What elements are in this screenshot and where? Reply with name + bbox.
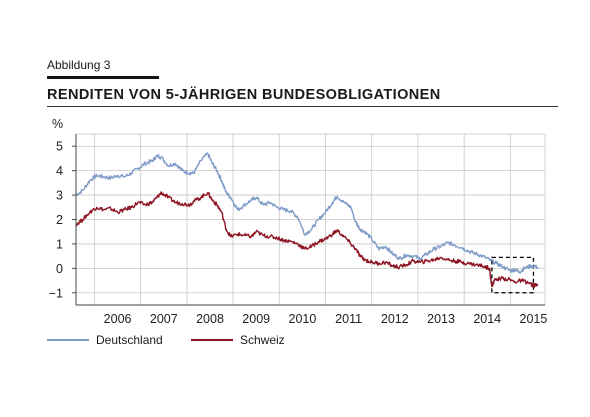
x-tick-label: 2012 xyxy=(381,312,409,326)
legend-label-schweiz: Schweiz xyxy=(240,333,285,347)
highlight-box-layer xyxy=(491,256,535,294)
series-line-deutschland xyxy=(75,152,539,274)
x-tick-label: 2014 xyxy=(473,312,501,326)
x-tick-label: 2007 xyxy=(150,312,178,326)
y-tick-label: 1 xyxy=(56,237,63,251)
legend-swatch-deutschland xyxy=(47,339,89,341)
figure-label-rule xyxy=(47,76,159,79)
legend-swatch-schweiz xyxy=(191,339,233,341)
x-tick-label: 2015 xyxy=(520,312,548,326)
x-tick-label: 2013 xyxy=(427,312,455,326)
legend-label-deutschland: Deutschland xyxy=(96,333,163,347)
x-tick-label: 2006 xyxy=(104,312,132,326)
highlight-box xyxy=(491,256,535,294)
legend-item-deutschland: Deutschland xyxy=(47,333,163,347)
x-tick-label: 2009 xyxy=(242,312,270,326)
y-tick-label: −1 xyxy=(49,286,63,300)
y-tick-label: 0 xyxy=(56,262,63,276)
figure-label: Abbildung 3 xyxy=(47,58,111,72)
series-lines xyxy=(75,152,539,288)
y-tick-label: 5 xyxy=(56,140,63,154)
title-rule xyxy=(47,106,558,107)
grid xyxy=(76,133,546,305)
y-tick-label: 3 xyxy=(56,189,63,203)
legend-item-schweiz: Schweiz xyxy=(191,333,285,347)
y-tick-label: 4 xyxy=(56,164,63,178)
chart-title: RENDITEN VON 5-JÄHRIGEN BUNDESOBLIGATION… xyxy=(47,87,441,103)
y-tick-label: 2 xyxy=(56,213,63,227)
x-tick-label: 2011 xyxy=(335,312,362,326)
series-line-schweiz xyxy=(75,191,539,288)
y-axis-unit-label: % xyxy=(52,117,63,131)
x-tick-label: 2010 xyxy=(289,312,317,326)
x-tick-label: 2008 xyxy=(196,312,224,326)
axes: 5 4 3 2 1 0 −1 2006 2007 2008 2009 2010 2011 2012 2013… xyxy=(49,117,548,326)
